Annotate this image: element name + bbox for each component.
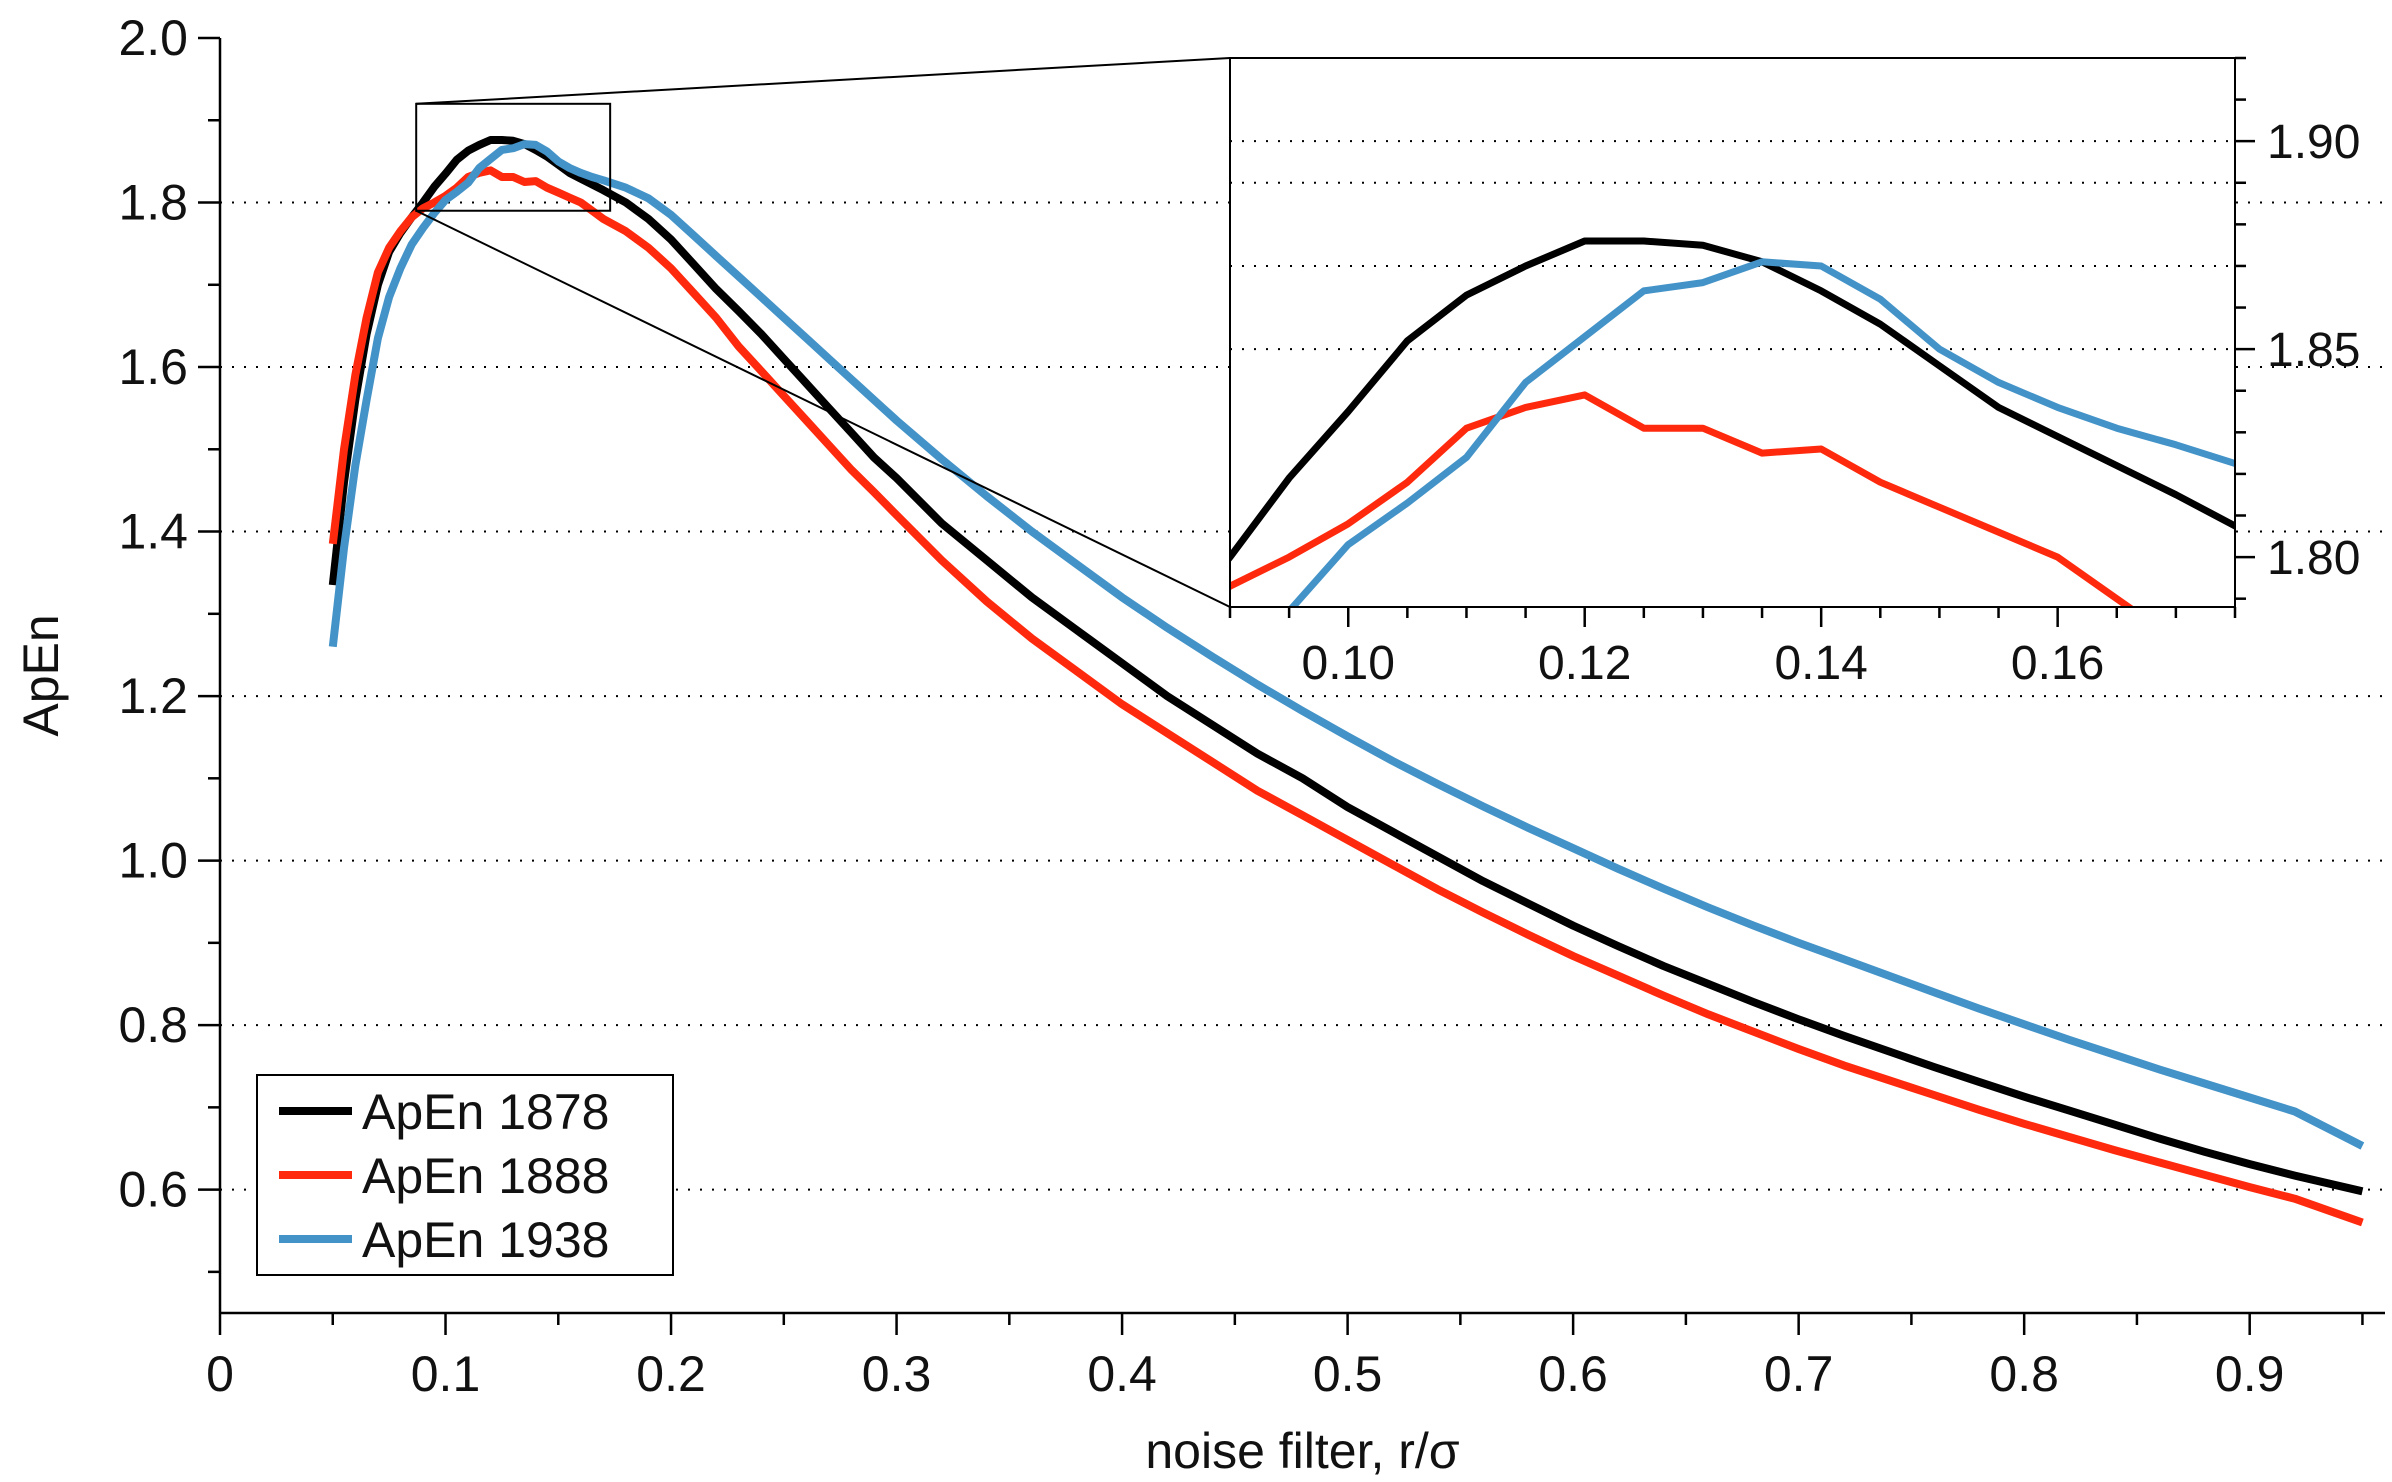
inset-x-tick-label: 0.16: [2011, 637, 2104, 690]
series-line-apen-1878: [328, 136, 2364, 1196]
x-tick-label: 0.1: [411, 1346, 481, 1402]
y-axis-title: ApEn: [13, 614, 69, 736]
y-tick-label: 1.4: [118, 504, 188, 560]
inset-y-tick-label: 1.85: [2267, 324, 2360, 377]
inset-frame: [1229, 57, 2236, 608]
x-tick-label: 0.5: [1313, 1346, 1383, 1402]
inset-y-axis-ticks: 1.80 1.85 1.90: [2235, 56, 2360, 600]
x-tick-label: 0.7: [1764, 1346, 1834, 1402]
legend-items: ApEn 1878 ApEn 1888 ApEn 1938: [279, 1084, 609, 1268]
inset-y-tick-label: 1.90: [2267, 116, 2360, 169]
inset-background: [1230, 58, 2235, 607]
inset-x-tick-label: 0.10: [1302, 637, 1395, 690]
y-tick-label: 2.0: [118, 10, 188, 66]
legend-label: ApEn 1888: [362, 1148, 609, 1204]
legend-label: ApEn 1878: [362, 1084, 609, 1140]
legend: ApEn 1878 ApEn 1888 ApEn 1938: [256, 1074, 674, 1276]
x-axis-ticks: 0 0.1 0.2 0.3 0.4 0.5 0.6 0.7 0.8 0.9: [206, 1313, 2364, 1402]
y-tick-label: 1.2: [118, 668, 188, 724]
zoom-guides: [415, 57, 1231, 608]
x-tick-label: 0.2: [636, 1346, 706, 1402]
main-series: [328, 136, 2365, 1227]
x-tick-label: 0.8: [1989, 1346, 2059, 1402]
x-tick-label: 0: [206, 1346, 234, 1402]
x-tick-label: 0.6: [1538, 1346, 1608, 1402]
x-axis-title: noise filter, r/σ: [1145, 1423, 1459, 1479]
y-tick-label: 0.6: [118, 1162, 188, 1218]
inset-series-line-apen-1878: [1230, 237, 2235, 563]
zoom-guide-line: [416, 57, 1231, 105]
y-tick-label: 1.0: [118, 833, 188, 889]
zoom-guide-line: [415, 209, 1231, 608]
x-tick-label: 0.9: [2215, 1346, 2285, 1402]
inset-series-line-apen-1888: [1230, 391, 2135, 607]
inset-series: [1230, 237, 2235, 607]
zoom-source-rect: [415, 102, 612, 212]
y-tick-label: 0.8: [118, 997, 188, 1053]
y-tick-label: 1.6: [118, 339, 188, 395]
inset-x-tick-label: 0.12: [1538, 637, 1631, 690]
inset-series-line-apen-1938: [1288, 258, 2235, 607]
inset-y-tick-label: 1.80: [2267, 532, 2360, 585]
inset-x-tick-label: 0.14: [1774, 637, 1867, 690]
inset-zoom-panel: 0.10 0.12 0.14 0.16 1.80 1.85 1.90: [1228, 56, 2360, 690]
series-line-apen-1938: [328, 140, 2365, 1150]
legend-label: ApEn 1938: [362, 1212, 609, 1268]
y-tick-label: 1.8: [118, 175, 188, 231]
x-tick-label: 0.4: [1087, 1346, 1157, 1402]
x-tick-label: 0.3: [862, 1346, 932, 1402]
inset-x-axis-ticks: 0.10 0.12 0.14 0.16: [1228, 607, 2237, 690]
y-axis-ticks: 0.6 0.8 1.0 1.2 1.4 1.6 1.8 2.0: [118, 10, 220, 1274]
